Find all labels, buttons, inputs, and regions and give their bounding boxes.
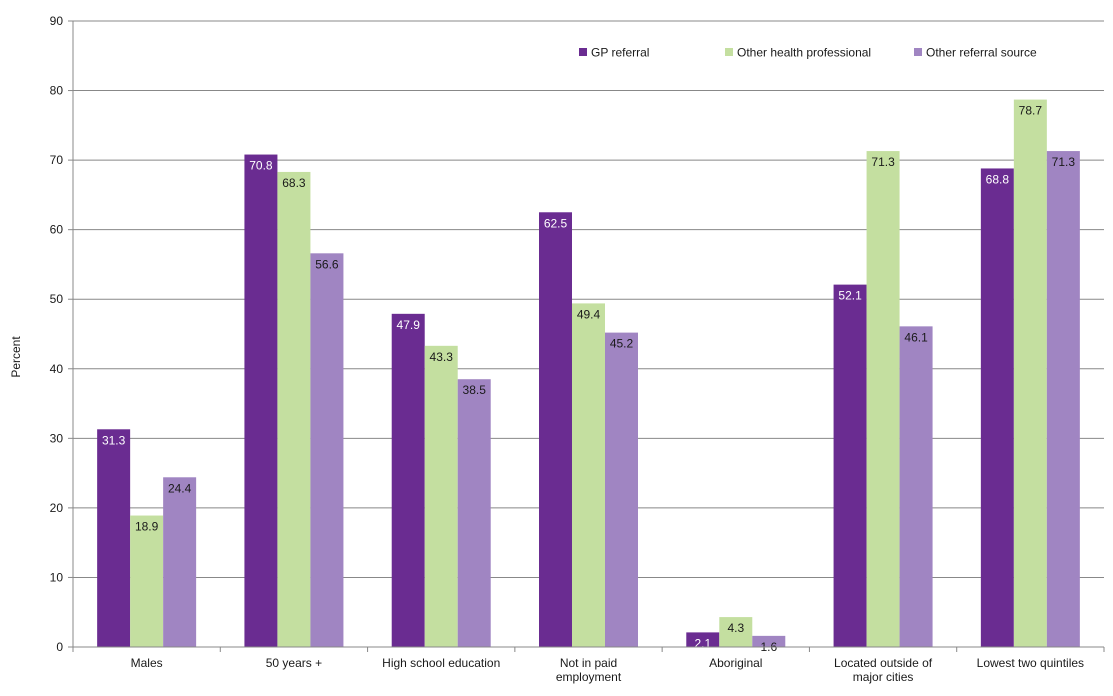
y-tick-label: 0	[56, 640, 63, 654]
category-label: Lowest two quintiles	[977, 656, 1084, 670]
category-label-line: major cities	[853, 670, 914, 684]
data-label: 71.3	[871, 155, 895, 169]
y-axis-label: Percent	[9, 336, 23, 378]
category-label: Located outside of major cities	[834, 656, 933, 684]
category-labels: Males 50 years + High school education Not …	[131, 656, 1084, 684]
category-label-line: Lowest two quintiles	[977, 656, 1084, 670]
category-label-line: Aboriginal	[709, 656, 762, 670]
y-tick-label: 10	[50, 570, 64, 584]
bar	[457, 379, 491, 647]
data-label: 38.5	[463, 383, 487, 397]
bar	[163, 477, 197, 647]
category-label-line: Located outside of	[834, 656, 933, 670]
data-label: 45.2	[610, 337, 634, 351]
x-axis-tick-marks	[72, 647, 1105, 652]
legend-label: GP referral	[591, 46, 649, 60]
category-label-line: employment	[556, 670, 622, 684]
data-label: 71.3	[1052, 155, 1076, 169]
data-label: 2.1	[694, 636, 711, 650]
data-label: 49.4	[577, 307, 601, 321]
bar	[866, 151, 900, 647]
y-tick-label: 70	[50, 153, 64, 167]
data-label: 24.4	[168, 481, 192, 495]
y-tick-label: 80	[50, 84, 64, 98]
data-label: 4.3	[727, 621, 744, 635]
legend: GP referral Other health professional Othe…	[579, 46, 1037, 60]
bar	[899, 326, 933, 647]
y-tick-label: 30	[50, 431, 64, 445]
y-axis-ticks: 0 10 20 30 40 50 60 70 80 90	[50, 14, 73, 654]
bar	[833, 284, 867, 647]
bar	[686, 632, 720, 647]
data-label: 62.5	[544, 216, 568, 230]
legend-label: Other referral source	[926, 46, 1037, 60]
legend-label: Other health professional	[737, 46, 871, 60]
data-label: 52.1	[838, 289, 862, 303]
data-label: 43.3	[430, 350, 454, 364]
category-label: High school education	[382, 656, 500, 670]
data-label: 46.1	[904, 330, 928, 344]
bar	[605, 332, 638, 647]
data-labels: 31.3 18.9 24.4 70.8 68.3 56.6 47.9 43.3 38.5 62.5…	[102, 104, 1075, 654]
bar	[1013, 99, 1047, 647]
bar	[97, 429, 131, 647]
bar	[980, 168, 1014, 648]
data-label: 56.6	[315, 257, 339, 271]
bar	[424, 345, 458, 647]
bar	[130, 515, 164, 647]
bar	[752, 635, 786, 647]
data-label: 18.9	[135, 520, 159, 534]
category-label-line: 50 years +	[266, 656, 322, 670]
y-tick-label: 90	[50, 14, 64, 28]
y-tick-label: 60	[50, 223, 64, 237]
legend-swatch	[579, 48, 587, 56]
category-label-line: Not in paid	[560, 656, 617, 670]
data-label: 68.8	[986, 172, 1010, 186]
bar	[539, 212, 572, 647]
data-label: 31.3	[102, 433, 126, 447]
bars	[97, 99, 1080, 648]
legend-swatch	[914, 48, 922, 56]
bar	[572, 303, 605, 647]
bar	[277, 171, 311, 648]
bar	[244, 154, 278, 647]
category-label: 50 years +	[266, 656, 322, 670]
y-tick-label: 20	[50, 501, 64, 515]
category-label: Males	[131, 656, 163, 670]
data-label: 78.7	[1019, 104, 1043, 118]
data-label: 68.3	[282, 176, 306, 190]
y-tick-label: 40	[50, 362, 64, 376]
bar	[310, 253, 344, 647]
data-label: 47.9	[397, 318, 421, 332]
category-label-line: Males	[131, 656, 163, 670]
bar	[1046, 151, 1080, 647]
y-tick-label: 50	[50, 292, 64, 306]
bar	[719, 617, 753, 647]
category-label: Aboriginal	[709, 656, 762, 670]
category-label-line: High school education	[382, 656, 500, 670]
category-label: Not in paid employment	[556, 656, 622, 684]
legend-swatch	[725, 48, 733, 56]
bar	[391, 313, 425, 647]
data-label: 70.8	[249, 159, 273, 173]
